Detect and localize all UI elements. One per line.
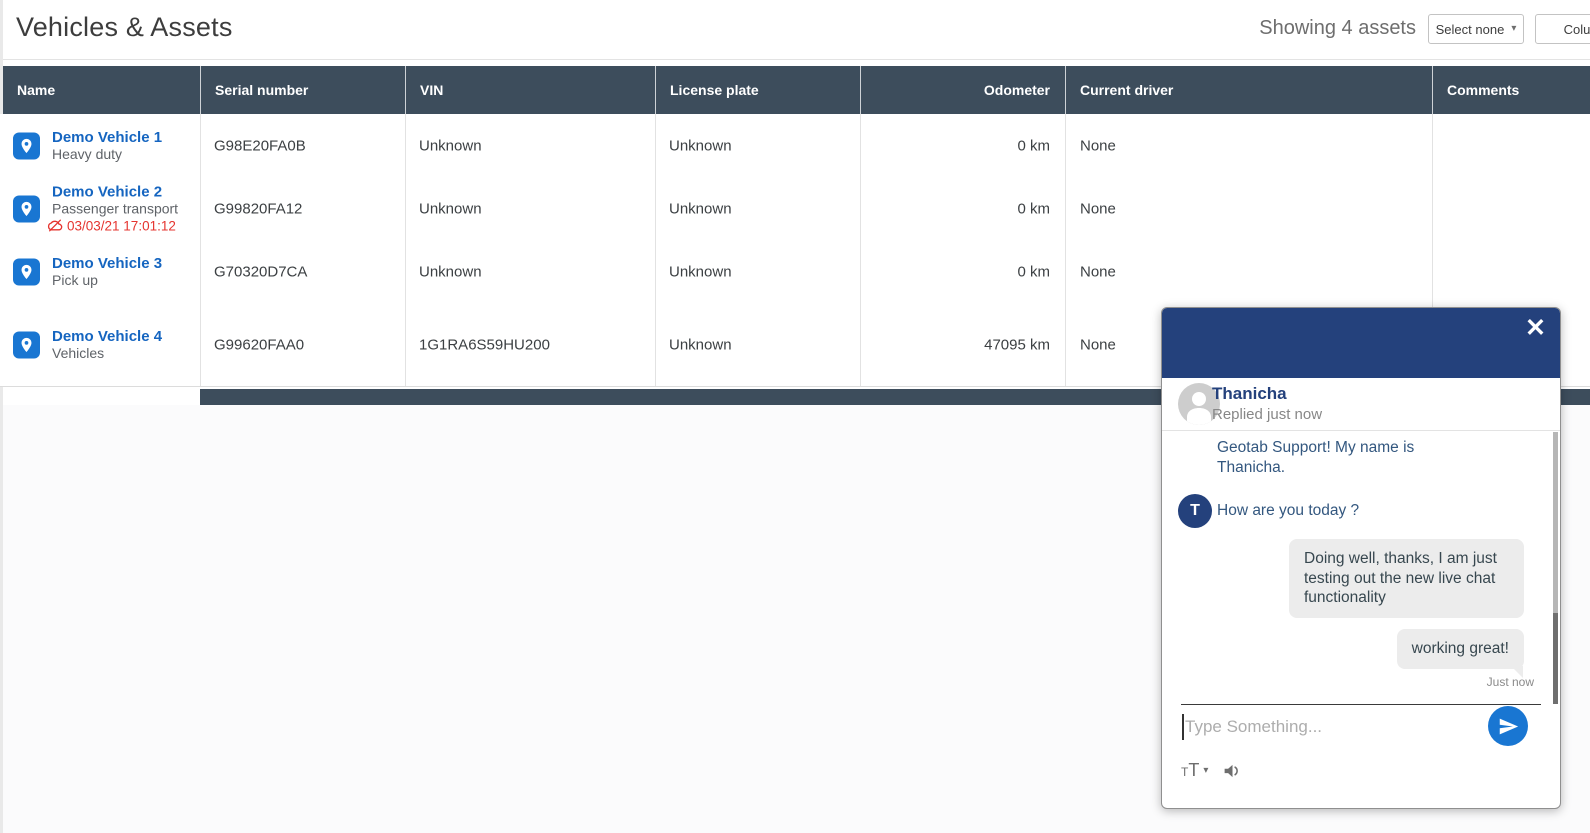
page-title: Vehicles & Assets: [16, 12, 233, 42]
chat-toolbar: T T ▾: [1181, 760, 1243, 781]
vin-cell: Unknown: [419, 200, 482, 217]
user-message-bubble: working great!: [1396, 629, 1524, 677]
table-row[interactable]: Demo Vehicle 2 Passenger transport 03/03/2…: [0, 177, 1590, 240]
columns-label: Colu: [1563, 21, 1590, 37]
odometer-cell: 0 km: [1017, 263, 1050, 280]
table-row[interactable]: Demo Vehicle 1 Heavy duty G98E20FA0B Unknow…: [0, 114, 1590, 177]
column-divider: [1432, 114, 1433, 386]
vin-cell: Unknown: [419, 137, 482, 154]
license-plate-cell: Unknown: [669, 200, 732, 217]
vehicle-name-link[interactable]: Demo Vehicle 4: [52, 327, 163, 345]
user-message-bubble: Doing well, thanks, I am just testing ou…: [1289, 539, 1524, 618]
select-none-button[interactable]: Select none ▾: [1428, 14, 1524, 44]
serial-number-cell: G70320D7CA: [214, 263, 308, 280]
column-header-current-driver: Current driver: [1065, 66, 1432, 114]
vehicle-type-label: Passenger transport: [52, 200, 179, 216]
cloud-off-icon: [47, 219, 63, 232]
chat-scrollbar-track[interactable]: [1553, 432, 1558, 704]
current-driver-cell: None: [1080, 200, 1116, 217]
vehicle-type-label: Heavy duty: [52, 145, 123, 162]
location-pin-icon: [13, 132, 40, 159]
vehicle-name-link[interactable]: Demo Vehicle 2: [52, 183, 163, 200]
no-communication-alert: 03/03/21 17:01:12: [47, 217, 178, 234]
text-size-small-glyph: T: [1181, 765, 1189, 779]
vehicle-name-cell: Demo Vehicle 4 Vehicles: [52, 328, 162, 362]
chevron-down-icon: ▾: [1511, 23, 1517, 34]
column-divider: [655, 114, 656, 386]
close-icon[interactable]: ✕: [1525, 314, 1546, 342]
column-header-comments: Comments: [1432, 66, 1590, 114]
location-pin-icon: [13, 195, 40, 222]
location-pin-icon: [13, 331, 40, 358]
chevron-down-icon: ▾: [1203, 765, 1209, 776]
column-header-odometer: Odometer: [860, 66, 1065, 114]
location-pin-icon: [21, 138, 32, 153]
columns-button[interactable]: Colu: [1535, 14, 1590, 44]
showing-count-label: Showing 4 assets: [1259, 17, 1416, 39]
chat-message-list: Just now Geotab Support! My name is Than…: [1162, 432, 1560, 704]
vehicle-name-cell: Demo Vehicle 2 Passenger transport 03/03/2…: [47, 183, 179, 234]
serial-number-cell: G99820FA12: [214, 200, 303, 217]
person-icon: [1178, 383, 1220, 425]
send-button[interactable]: [1488, 706, 1528, 746]
vehicle-name-cell: Demo Vehicle 3 Pick up: [52, 255, 162, 289]
column-divider: [860, 114, 861, 386]
agent-message: How are you today ?: [1217, 502, 1360, 519]
agent-message: Geotab Support! My name is Thanicha.: [1217, 439, 1415, 476]
location-pin-icon: [21, 201, 32, 216]
current-driver-cell: None: [1080, 336, 1116, 353]
column-header-vin: VIN: [405, 66, 655, 114]
live-chat-widget: ✕ Thanicha Replied just now Just now Geo…: [1161, 307, 1561, 809]
message-timestamp: Just now: [1486, 675, 1534, 689]
table-row[interactable]: Demo Vehicle 3 Pick up G70320D7CA Unknown Un…: [0, 240, 1590, 303]
chat-message-input[interactable]: [1185, 711, 1475, 743]
odometer-cell: 0 km: [1017, 137, 1050, 154]
column-header-license-plate: License plate: [655, 66, 860, 114]
send-icon: [1499, 718, 1518, 734]
column-divider: [1065, 114, 1066, 386]
text-size-icon[interactable]: T T ▾: [1181, 760, 1208, 781]
column-divider: [405, 114, 406, 386]
odometer-cell: 0 km: [1017, 200, 1050, 217]
license-plate-cell: Unknown: [669, 137, 732, 154]
vehicle-type-label: Pick up: [52, 271, 98, 288]
agent-avatar-badge: T: [1178, 494, 1212, 528]
current-driver-cell: None: [1080, 263, 1116, 280]
text-cursor: [1182, 714, 1184, 740]
vehicle-type-label: Vehicles: [52, 344, 105, 361]
serial-number-cell: G98E20FA0B: [214, 137, 306, 154]
chat-input-divider: [1181, 704, 1541, 705]
vin-cell: Unknown: [419, 263, 482, 280]
table-row[interactable]: Demo Vehicle 4 Vehicles G99620FAA0 1G1RA6S5…: [0, 303, 1590, 386]
text-size-big-glyph: T: [1188, 760, 1200, 780]
serial-number-cell: G99620FAA0: [214, 336, 305, 353]
vehicle-name-cell: Demo Vehicle 1 Heavy duty: [52, 129, 162, 163]
chat-header: ✕: [1162, 308, 1560, 378]
license-plate-cell: Unknown: [669, 336, 732, 353]
chat-scrollbar-thumb[interactable]: [1553, 613, 1558, 704]
table-header: Name Serial number VIN License plate Odo…: [3, 66, 1590, 114]
column-divider: [200, 114, 201, 386]
vehicle-name-link[interactable]: Demo Vehicle 3: [52, 254, 163, 272]
select-none-label: Select none: [1435, 21, 1505, 37]
odometer-cell: 47095 km: [984, 336, 1050, 353]
speaker-icon[interactable]: [1222, 760, 1243, 781]
chat-agent-bar: Thanicha Replied just now: [1162, 378, 1560, 431]
current-driver-cell: None: [1080, 137, 1116, 154]
vin-cell: 1G1RA6S59HU200: [419, 336, 550, 353]
location-pin-icon: [21, 264, 32, 279]
location-pin-icon: [13, 258, 40, 285]
left-edge-strip: [0, 0, 3, 833]
vehicle-name-link[interactable]: Demo Vehicle 1: [52, 128, 163, 146]
table-bottom-border: [0, 386, 1590, 387]
column-header-serial-number: Serial number: [200, 66, 405, 114]
page-header: Vehicles & Assets Showing 4 assets Selec…: [3, 0, 1590, 60]
column-header-name: Name: [17, 82, 56, 98]
chat-agent-status: Replied just now: [1212, 406, 1323, 423]
alert-timestamp: 03/03/21 17:01:12: [67, 218, 176, 233]
location-pin-icon: [21, 337, 32, 352]
chat-agent-name: Thanicha: [1212, 384, 1287, 403]
license-plate-cell: Unknown: [669, 263, 732, 280]
